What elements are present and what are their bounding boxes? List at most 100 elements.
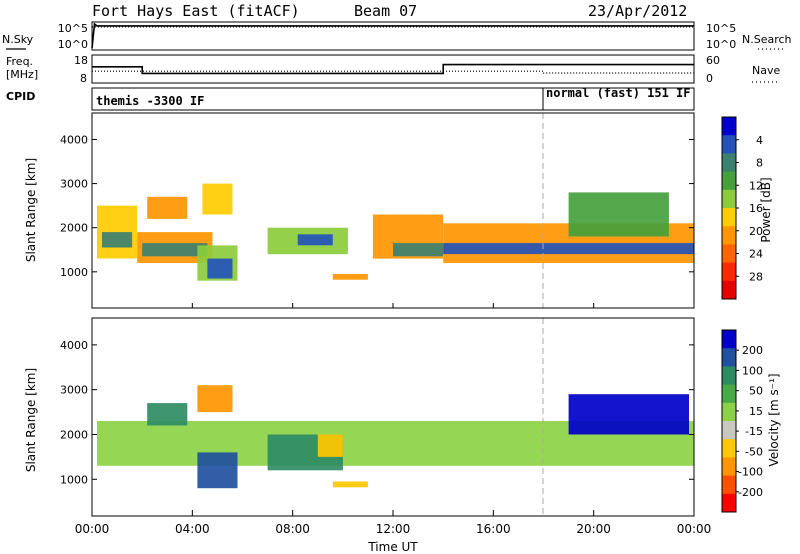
velocity-y-axis: 1000 2000 3000 4000 [60, 339, 694, 486]
colorbar-swatch [722, 189, 736, 209]
velocity-panel-region-2 [197, 385, 233, 413]
power-panel-region-1 [102, 232, 133, 248]
velocity-colorbar-label: Velocity [m s⁻¹] [767, 373, 781, 466]
date-label: 23/Apr/2012 [588, 2, 687, 20]
colorbar-tick-label: 100 [742, 364, 763, 377]
freq-traces [92, 63, 694, 75]
station-title: Fort Hays East (fitACF) [92, 2, 300, 20]
freq-unit-label: [MHz] [6, 68, 38, 81]
power-panel-region-3 [142, 243, 208, 257]
colorbar-swatch [722, 439, 736, 458]
time-axis-label: Time UT [367, 540, 418, 554]
colorbar-swatch [722, 457, 736, 477]
ytick-label: 4000 [60, 339, 88, 352]
power-x-ticks [91, 303, 695, 308]
noise-axis-left-bottom: 10^0 [58, 38, 88, 51]
colorbar-swatch [722, 366, 736, 386]
power-panel-region-14 [443, 243, 694, 255]
colorbar-tick-label: 8 [756, 157, 763, 170]
colorbar-swatch [722, 384, 736, 404]
colorbar-tick-label: 15 [749, 405, 763, 418]
beam-label: Beam 07 [354, 2, 417, 20]
ytick-label: 4000 [60, 133, 88, 146]
velocity-panel-region-1 [147, 403, 188, 426]
power-panel-region-12 [393, 243, 444, 257]
freq-axis-left-top: 18 [74, 54, 88, 67]
ytick-label: 1000 [60, 473, 88, 486]
cpid-label: CPID [6, 90, 35, 103]
power-ylabel: Slant Range [km] [24, 158, 38, 262]
nsky-label: N.Sky [2, 33, 34, 46]
colorbar-swatch [722, 280, 736, 300]
colorbar-swatch [722, 171, 736, 191]
nsearch-label: N.Search [742, 33, 792, 46]
ytick-label: 1000 [60, 266, 88, 279]
colorbar-swatch [722, 493, 736, 513]
colorbar-swatch [722, 153, 736, 173]
colorbar-swatch [722, 135, 736, 154]
cpid-frame [91, 87, 695, 111]
power-panel-region-10 [332, 274, 368, 280]
power-panel-region-5 [202, 183, 233, 215]
time-tick-label: 20:00 [576, 522, 611, 536]
colorbar-tick-label: 4 [756, 134, 763, 147]
time-tick-label: 00:00 [75, 522, 110, 536]
noise-panel-frame [91, 21, 695, 51]
ytick-label: 2000 [60, 222, 88, 235]
velocity-panel-region-7 [568, 394, 689, 435]
colorbar-swatch [722, 475, 736, 495]
cpid-segment-2: normal (fast) 151 IF [546, 86, 691, 100]
freq-axis-right-top: 60 [706, 54, 720, 67]
velocity-data [97, 385, 694, 489]
colorbar-tick-label: 50 [749, 385, 763, 398]
colorbar-tick-label: -100 [738, 466, 763, 479]
time-tick-label: 16:00 [476, 522, 511, 536]
nave-label: Nave [752, 64, 780, 77]
colorbar-swatch [722, 348, 736, 367]
noise-axis-right-top: 10^5 [706, 22, 736, 35]
freq-series-0 [92, 63, 694, 75]
power-panel-region-7 [207, 258, 233, 279]
time-tick-label: 04:00 [175, 522, 210, 536]
cpid-segment-1: themis -3300 IF [96, 94, 204, 108]
freq-series-1 [92, 70, 694, 74]
noise-traces [91, 22, 694, 49]
freq-label: Freq. [6, 55, 33, 68]
colorbar-swatch [722, 262, 736, 282]
colorbar-tick-label: -15 [745, 425, 763, 438]
colorbar-frame [721, 329, 737, 513]
colorbar-tick-label: 28 [749, 270, 763, 283]
freq-panel-frame [91, 54, 695, 84]
power-y-axis: 1000 2000 3000 4000 [60, 133, 694, 279]
power-panel-region-9 [297, 234, 333, 246]
colorbar-swatch [722, 244, 736, 264]
colorbar-tick-label: 20 [749, 225, 763, 238]
colorbar-tick-label: -200 [738, 486, 763, 499]
time-tick-label: 00:00 [677, 522, 712, 536]
colorbar-tick-label: -50 [745, 445, 763, 458]
power-colorbar: 4 8 12 16 20 24 28 [721, 116, 763, 300]
colorbar-tick-label: 16 [749, 202, 763, 215]
colorbar-tick-label: 200 [742, 344, 763, 357]
colorbar-tick-label: 24 [749, 248, 763, 261]
noise-axis-right-bottom: 10^0 [706, 38, 736, 51]
freq-axis-left-bottom: 8 [80, 72, 87, 85]
colorbar-swatch [722, 117, 736, 136]
colorbar-swatch [722, 421, 736, 440]
freq-axis-right-bottom: 0 [706, 72, 713, 85]
power-panel-region-4 [147, 196, 188, 219]
velocity-colorbar: 200 100 50 15 -15 -50 -100 -200 [721, 329, 763, 513]
time-tick-label: 12:00 [376, 522, 411, 536]
power-panel-region-0 [97, 205, 138, 259]
colorbar-swatch [722, 402, 736, 422]
velocity-x-axis: 00:00 04:00 08:00 12:00 16:00 20:00 00:00 [75, 510, 712, 536]
velocity-panel-region-6 [332, 481, 368, 488]
noise-series-0 [91, 22, 694, 49]
velocity-ylabel: Slant Range [km] [24, 368, 38, 472]
noise-axis-left-top: 10^5 [58, 22, 88, 35]
power-panel-region-15 [568, 192, 669, 237]
time-tick-label: 08:00 [275, 522, 310, 536]
power-data [97, 183, 694, 281]
velocity-panel-region-3 [197, 452, 238, 489]
